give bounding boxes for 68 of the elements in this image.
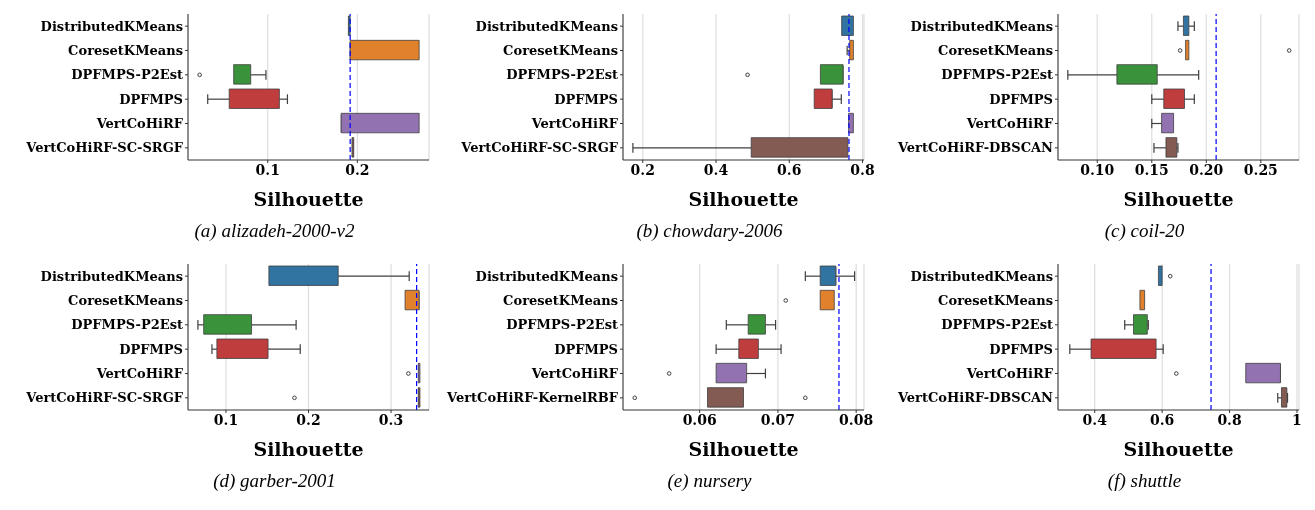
text: (c) coil-20 — [1103, 220, 1186, 242]
y-tick-label: VertCoHiRF — [530, 116, 619, 132]
x-tick-label: 0.20 — [1189, 161, 1224, 178]
y-tick-label: CoresetKMeans — [503, 293, 618, 309]
text: (b) chowdary-2006 — [635, 220, 784, 242]
x-tick-label: 0.1 — [213, 411, 239, 428]
y-tick-label: DPFMPS — [119, 91, 183, 107]
y-tick-label: VertCoHiRF — [530, 366, 619, 382]
x-tick-label: 0.2 — [296, 411, 321, 428]
y-tick-label: VertCoHiRF-KernelRBF — [446, 390, 619, 406]
y-tick-label: VertCoHiRF — [965, 116, 1054, 132]
x-tick-label: 0.1 — [255, 161, 280, 178]
x-tick-label: 0.06 — [682, 411, 717, 428]
y-tick-label: DPFMPS-P2Est — [71, 317, 183, 333]
x-axis-title: Silhouette — [253, 438, 364, 460]
x-tick-label: 1 — [1292, 411, 1302, 428]
y-tick-label: VertCoHiRF — [965, 366, 1054, 382]
y-tick-label: CoresetKMeans — [938, 43, 1053, 59]
y-tick-label: DPFMPS — [554, 91, 618, 107]
x-axis-title: Silhouette — [1123, 438, 1234, 460]
y-tick-label: DistributedKMeans — [475, 268, 618, 284]
x-tick-label: 0.8 — [1217, 411, 1242, 428]
y-tick-label: VertCoHiRF-DBSCAN — [896, 390, 1054, 406]
y-tick-label: DPFMPS-P2Est — [941, 67, 1053, 83]
y-tick-label: VertCoHiRF-SC-SRGF — [25, 390, 184, 406]
y-tick-label: DistributedKMeans — [910, 268, 1053, 284]
text: (f) shuttle — [1106, 470, 1183, 492]
y-tick-label: DistributedKMeans — [40, 18, 183, 34]
x-tick-label: 0.3 — [378, 411, 404, 428]
x-tick-label: 0.8 — [850, 161, 875, 178]
x-tick-label: 0.07 — [760, 411, 795, 428]
y-tick-label: DistributedKMeans — [40, 268, 183, 284]
x-tick-label: 0.2 — [630, 161, 655, 178]
y-tick-label: DPFMPS — [554, 341, 618, 357]
x-tick-label: 0.15 — [1134, 161, 1169, 178]
y-tick-label: DistributedKMeans — [475, 18, 618, 34]
x-tick-label: 0.08 — [839, 411, 874, 428]
text: (e) nursery — [666, 470, 753, 492]
x-tick-label: 0.4 — [1082, 411, 1108, 428]
x-axis-title: Silhouette — [1123, 188, 1234, 210]
y-tick-label: DPFMPS — [989, 91, 1053, 107]
x-tick-label: 0.10 — [1080, 161, 1115, 178]
y-tick-label: DPFMPS-P2Est — [506, 67, 618, 83]
y-tick-label: CoresetKMeans — [68, 293, 183, 309]
y-tick-label: CoresetKMeans — [938, 293, 1053, 309]
x-tick-label: 0.2 — [345, 161, 370, 178]
text: (d) garber-2001 — [212, 470, 337, 492]
y-tick-label: DPFMPS — [989, 341, 1053, 357]
x-tick-label: 0.25 — [1243, 161, 1278, 178]
x-tick-label: 0.4 — [703, 161, 729, 178]
y-tick-label: CoresetKMeans — [503, 43, 618, 59]
x-tick-label: 0.6 — [777, 161, 802, 178]
y-tick-label: VertCoHiRF-SC-SRGF — [460, 140, 619, 156]
y-tick-label: VertCoHiRF — [95, 116, 184, 132]
y-tick-label: VertCoHiRF-DBSCAN — [896, 140, 1054, 156]
x-axis-title: Silhouette — [253, 188, 364, 210]
x-axis-title: Silhouette — [688, 438, 799, 460]
y-tick-label: VertCoHiRF-SC-SRGF — [25, 140, 184, 156]
text: (a) alizadeh-2000-v2 — [193, 220, 356, 242]
y-tick-label: VertCoHiRF — [95, 366, 184, 382]
y-tick-label: DistributedKMeans — [910, 18, 1053, 34]
x-tick-label: 0.6 — [1149, 411, 1175, 428]
y-tick-label: CoresetKMeans — [68, 43, 183, 59]
y-tick-label: DPFMPS-P2Est — [941, 317, 1053, 333]
y-tick-label: DPFMPS-P2Est — [71, 67, 183, 83]
x-axis-title: Silhouette — [688, 188, 799, 210]
y-tick-label: DPFMPS-P2Est — [506, 317, 618, 333]
y-tick-label: DPFMPS — [119, 341, 183, 357]
